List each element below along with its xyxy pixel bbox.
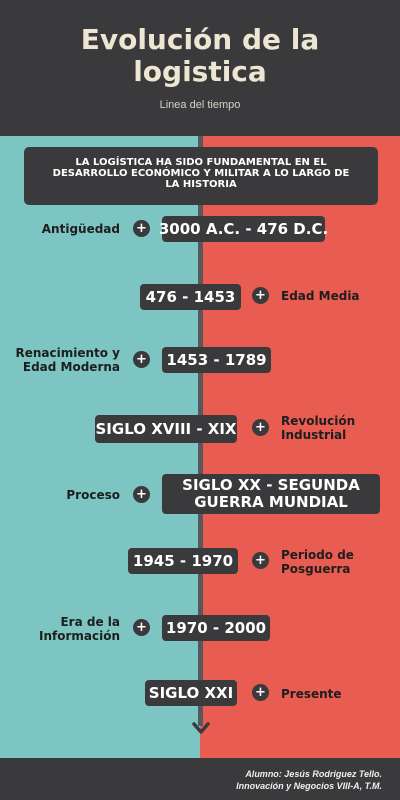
- period-text: SIGLO XVIII - XIX: [95, 420, 237, 438]
- plus-icon[interactable]: +: [133, 619, 150, 636]
- period-edad-media: 476 - 1453: [140, 284, 241, 310]
- label-informacion: Era de la Información: [8, 615, 120, 643]
- label-line: Presente: [281, 687, 342, 701]
- label-line-2: Posguerra: [281, 562, 351, 576]
- period-text: 1970 - 2000: [165, 619, 267, 637]
- label-line-1: Renacimiento y: [15, 346, 120, 360]
- chevron-down-icon: [192, 722, 210, 734]
- period-revolucion: SIGLO XVIII - XIX: [95, 415, 237, 443]
- label-posguerra: Periodo de Posguerra: [281, 548, 391, 576]
- period-text: 3000 A.C. - 476 D.C.: [158, 220, 329, 238]
- title-line-2: logistica: [133, 55, 267, 88]
- period-antiguedad: 3000 A.C. - 476 D.C.: [158, 216, 329, 242]
- label-line-2: Información: [38, 629, 120, 643]
- period-presente: SIGLO XXI: [145, 680, 237, 706]
- period-text-line-2: GUERRA MUNDIAL: [194, 493, 348, 511]
- label-line-1: Revolución: [281, 414, 356, 428]
- label-line: Proceso: [66, 488, 120, 502]
- label-presente: Presente: [281, 687, 391, 701]
- period-renacimiento: 1453 - 1789: [162, 347, 271, 373]
- page-title: Evolución de la logistica: [0, 24, 400, 88]
- label-proceso: Proceso: [10, 488, 120, 502]
- label-edad-media: Edad Media: [281, 289, 391, 303]
- footer: Alumno: Jesús Rodriguez Tello. Innovació…: [0, 758, 400, 800]
- period-text: 1945 - 1970: [132, 552, 234, 570]
- label-renacimiento: Renacimiento y Edad Moderna: [8, 346, 120, 374]
- page-subtitle: Linea del tiempo: [159, 99, 241, 111]
- intro-line-1: LA LOGÍSTICA HA SIDO FUNDAMENTAL EN EL: [75, 157, 327, 168]
- period-text: 1453 - 1789: [166, 351, 267, 369]
- intro-line-2: DESARROLLO ECONÓMICO Y MILITAR A LO LARG…: [52, 168, 350, 179]
- period-proceso: SIGLO XX - SEGUNDA GUERRA MUNDIAL: [162, 474, 380, 514]
- plus-icon[interactable]: +: [252, 552, 269, 569]
- plus-icon[interactable]: +: [252, 684, 269, 701]
- period-informacion: 1970 - 2000: [162, 615, 270, 641]
- label-revolucion: Revolución Industrial: [281, 414, 391, 442]
- plus-icon[interactable]: +: [133, 351, 150, 368]
- period-posguerra: 1945 - 1970: [128, 548, 238, 574]
- footer-line-1: Alumno: Jesús Rodriguez Tello.: [245, 769, 382, 779]
- label-line: Antigüedad: [41, 222, 120, 236]
- title-line-1: Evolución de la: [80, 23, 320, 56]
- label-line-2: Edad Moderna: [22, 360, 120, 374]
- plus-icon[interactable]: +: [252, 287, 269, 304]
- label-line-1: Periodo de: [281, 548, 354, 562]
- plus-icon[interactable]: +: [133, 220, 150, 237]
- header: Evolución de la logistica Linea del tiem…: [0, 0, 400, 136]
- footer-line-2: Innovación y Negocios VIII-A, T.M.: [236, 781, 382, 791]
- label-line: Edad Media: [281, 289, 360, 303]
- label-line-2: Industrial: [281, 428, 347, 442]
- period-text: SIGLO XXI: [148, 684, 234, 702]
- footer-credits: Alumno: Jesús Rodriguez Tello. Innovació…: [236, 768, 382, 792]
- plus-icon[interactable]: +: [133, 486, 150, 503]
- intro-line-3: LA HISTORIA: [165, 179, 237, 190]
- plus-icon[interactable]: +: [252, 419, 269, 436]
- period-text-line-1: SIGLO XX - SEGUNDA: [182, 476, 360, 494]
- label-line-1: Era de la: [60, 615, 120, 629]
- intro-banner: LA LOGÍSTICA HA SIDO FUNDAMENTAL EN EL D…: [24, 147, 378, 205]
- period-text: 476 - 1453: [145, 288, 236, 306]
- label-antiguedad: Antigüedad: [10, 222, 120, 236]
